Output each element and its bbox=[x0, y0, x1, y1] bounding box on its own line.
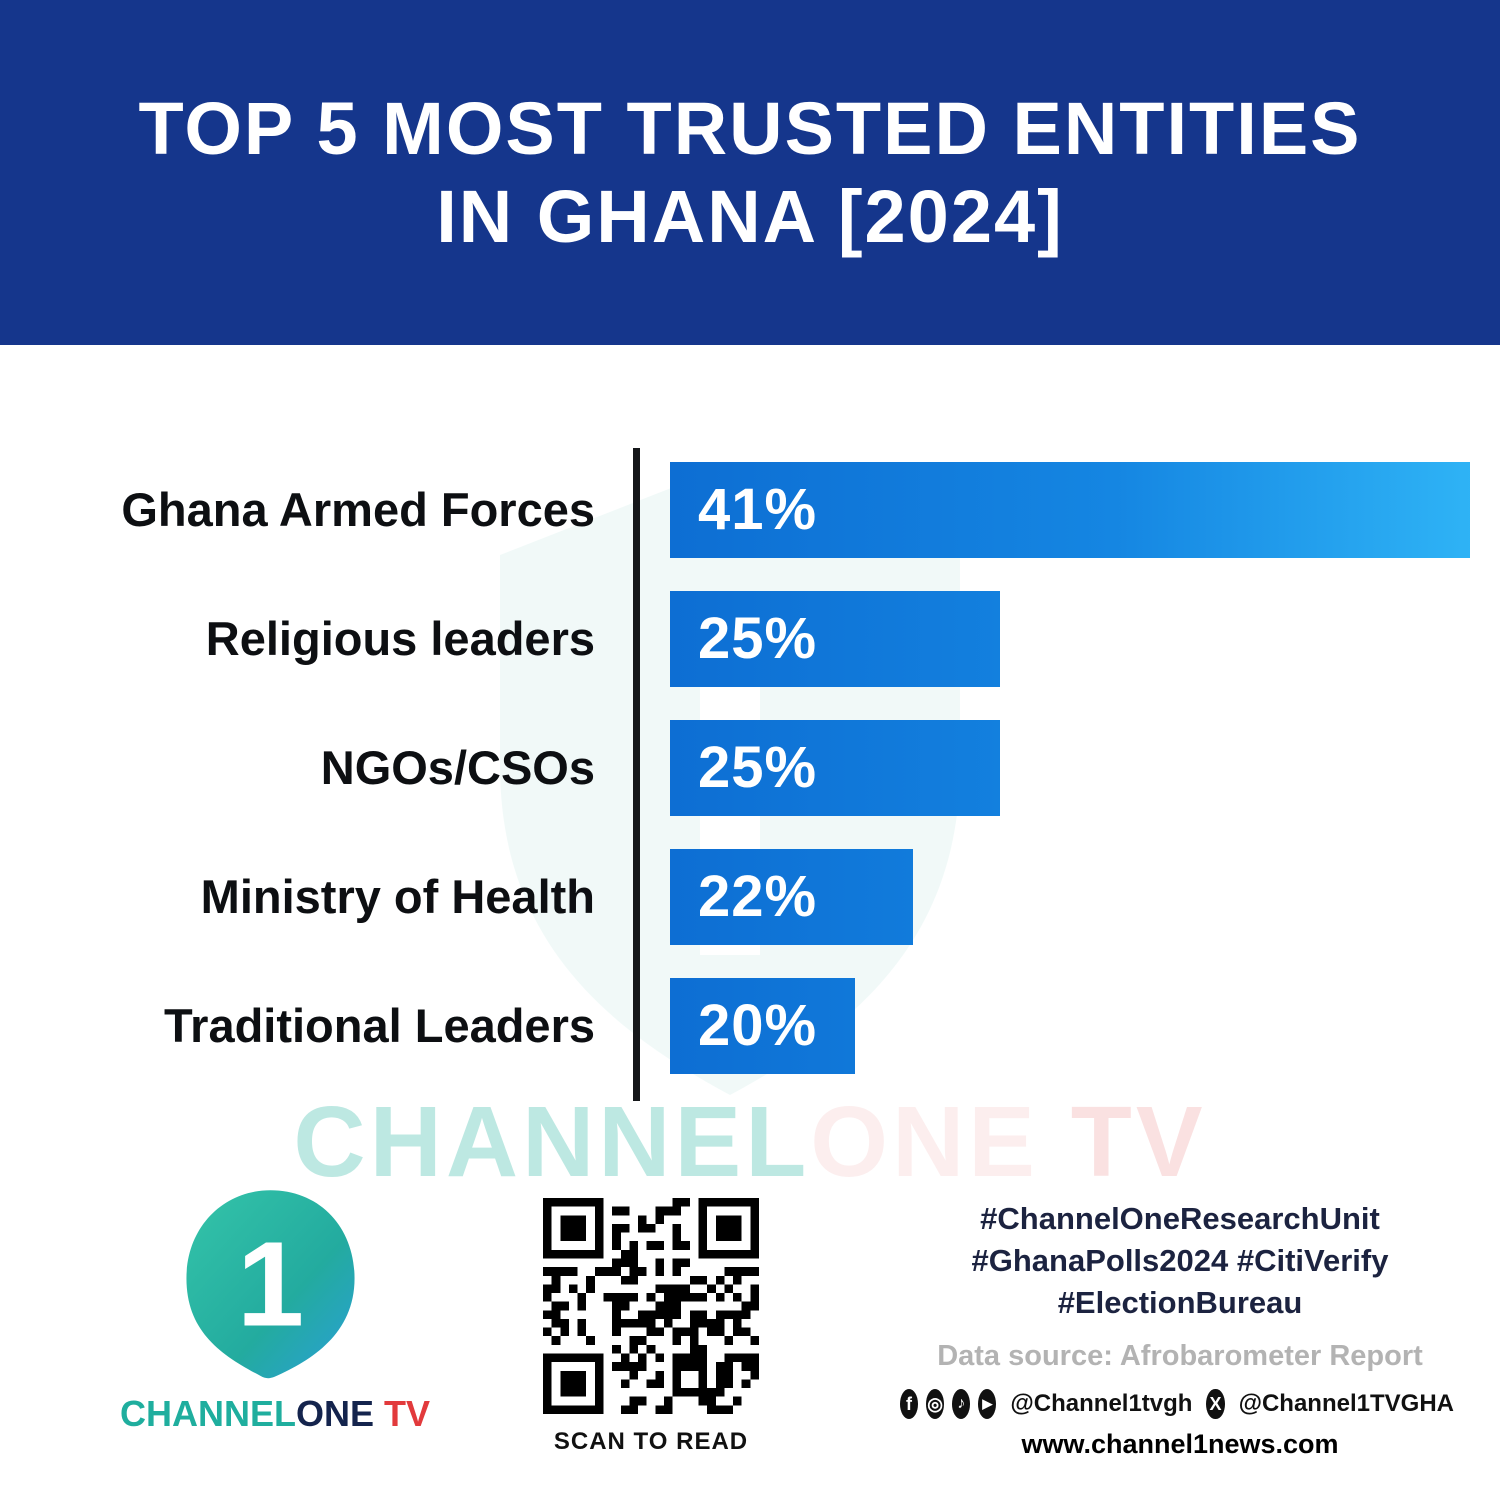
instagram-icon: ◎ bbox=[926, 1388, 945, 1419]
bar-chart: Ghana Armed Forces 41% Religious leaders 25… bbox=[0, 445, 1500, 1101]
chart-row: Traditional Leaders 20% bbox=[0, 961, 1500, 1090]
hashtag-line-1: #ChannelOneResearchUnit bbox=[980, 1201, 1380, 1236]
category-label: Religious leaders bbox=[205, 612, 595, 665]
value-label: 25% bbox=[698, 606, 818, 671]
wordmark-channel: CHANNEL bbox=[120, 1393, 296, 1434]
footer: 1 CHANNELONE TV SCAN TO READ #ChannelOneR… bbox=[0, 1180, 1500, 1500]
category-label: Traditional Leaders bbox=[164, 999, 595, 1052]
value-label: 22% bbox=[698, 864, 818, 929]
wordmark-tv: TV bbox=[384, 1393, 431, 1434]
footer-info-block: #ChannelOneResearchUnit #GhanaPolls2024 … bbox=[900, 1198, 1460, 1460]
tiktok-icon: ♪ bbox=[952, 1388, 971, 1419]
handle-primary: @Channel1tvgh bbox=[1010, 1389, 1193, 1417]
hashtag-line-3: #ElectionBureau bbox=[1057, 1284, 1303, 1320]
header-banner: TOP 5 MOST TRUSTED ENTITIES IN GHANA [20… bbox=[0, 0, 1500, 345]
x-icon: X bbox=[1206, 1388, 1225, 1419]
chart-rows: Ghana Armed Forces 41% Religious leaders 25… bbox=[0, 445, 1500, 1090]
bar-segment: 25% bbox=[670, 590, 1000, 687]
social-row: f ◎ ♪ ▶ @Channel1tvgh X @Channel1TVGHA bbox=[900, 1388, 1460, 1419]
chart-row: Ministry of Health 22% bbox=[0, 832, 1500, 961]
category-label: Ministry of Health bbox=[200, 870, 595, 923]
chart-row: Ghana Armed Forces 41% bbox=[0, 445, 1500, 574]
handle-secondary: @Channel1TVGHA bbox=[1238, 1389, 1454, 1417]
bar-segment: 41% bbox=[670, 461, 1470, 558]
channel-one-logo-block: 1 CHANNELONE TV bbox=[120, 1180, 430, 1435]
brand-watermark: CHANNELONE TV bbox=[0, 1085, 1500, 1200]
category-label: NGOs/CSOs bbox=[320, 741, 595, 794]
youtube-icon: ▶ bbox=[978, 1388, 997, 1419]
logo-one-glyph: 1 bbox=[236, 1217, 303, 1352]
watermark-one: ONE bbox=[810, 1086, 1039, 1198]
website-url: www.channel1news.com bbox=[1021, 1428, 1339, 1459]
chart-row: NGOs/CSOs 25% bbox=[0, 703, 1500, 832]
hashtag-line-2: #GhanaPolls2024 #CitiVerify bbox=[971, 1242, 1389, 1278]
qr-code bbox=[543, 1198, 759, 1414]
value-label: 25% bbox=[698, 735, 818, 800]
page-title-line1: TOP 5 MOST TRUSTED ENTITIES bbox=[138, 87, 1362, 171]
bar-segment: 22% bbox=[670, 848, 913, 945]
facebook-icon: f bbox=[900, 1388, 919, 1419]
chart-axis bbox=[633, 448, 640, 1101]
bar-segment: 20% bbox=[670, 977, 855, 1074]
value-label: 20% bbox=[698, 993, 818, 1058]
bar-segment: 25% bbox=[670, 719, 1000, 816]
brand-wordmark: CHANNELONE TV bbox=[120, 1393, 430, 1435]
chart-row: Religious leaders 25% bbox=[0, 574, 1500, 703]
page-title-line2: IN GHANA [2024] bbox=[436, 174, 1064, 258]
data-source-label: Data source: Afrobarometer Report bbox=[937, 1339, 1423, 1372]
qr-block: SCAN TO READ bbox=[543, 1198, 759, 1456]
watermark-channel: CHANNEL bbox=[293, 1086, 811, 1198]
watermark-tv: TV bbox=[1039, 1086, 1207, 1198]
channel-one-logo-icon: 1 bbox=[185, 1190, 355, 1379]
category-label: Ghana Armed Forces bbox=[121, 483, 595, 536]
wordmark-one: ONE bbox=[296, 1393, 375, 1434]
value-label: 41% bbox=[698, 477, 818, 542]
qr-caption: SCAN TO READ bbox=[553, 1428, 749, 1455]
